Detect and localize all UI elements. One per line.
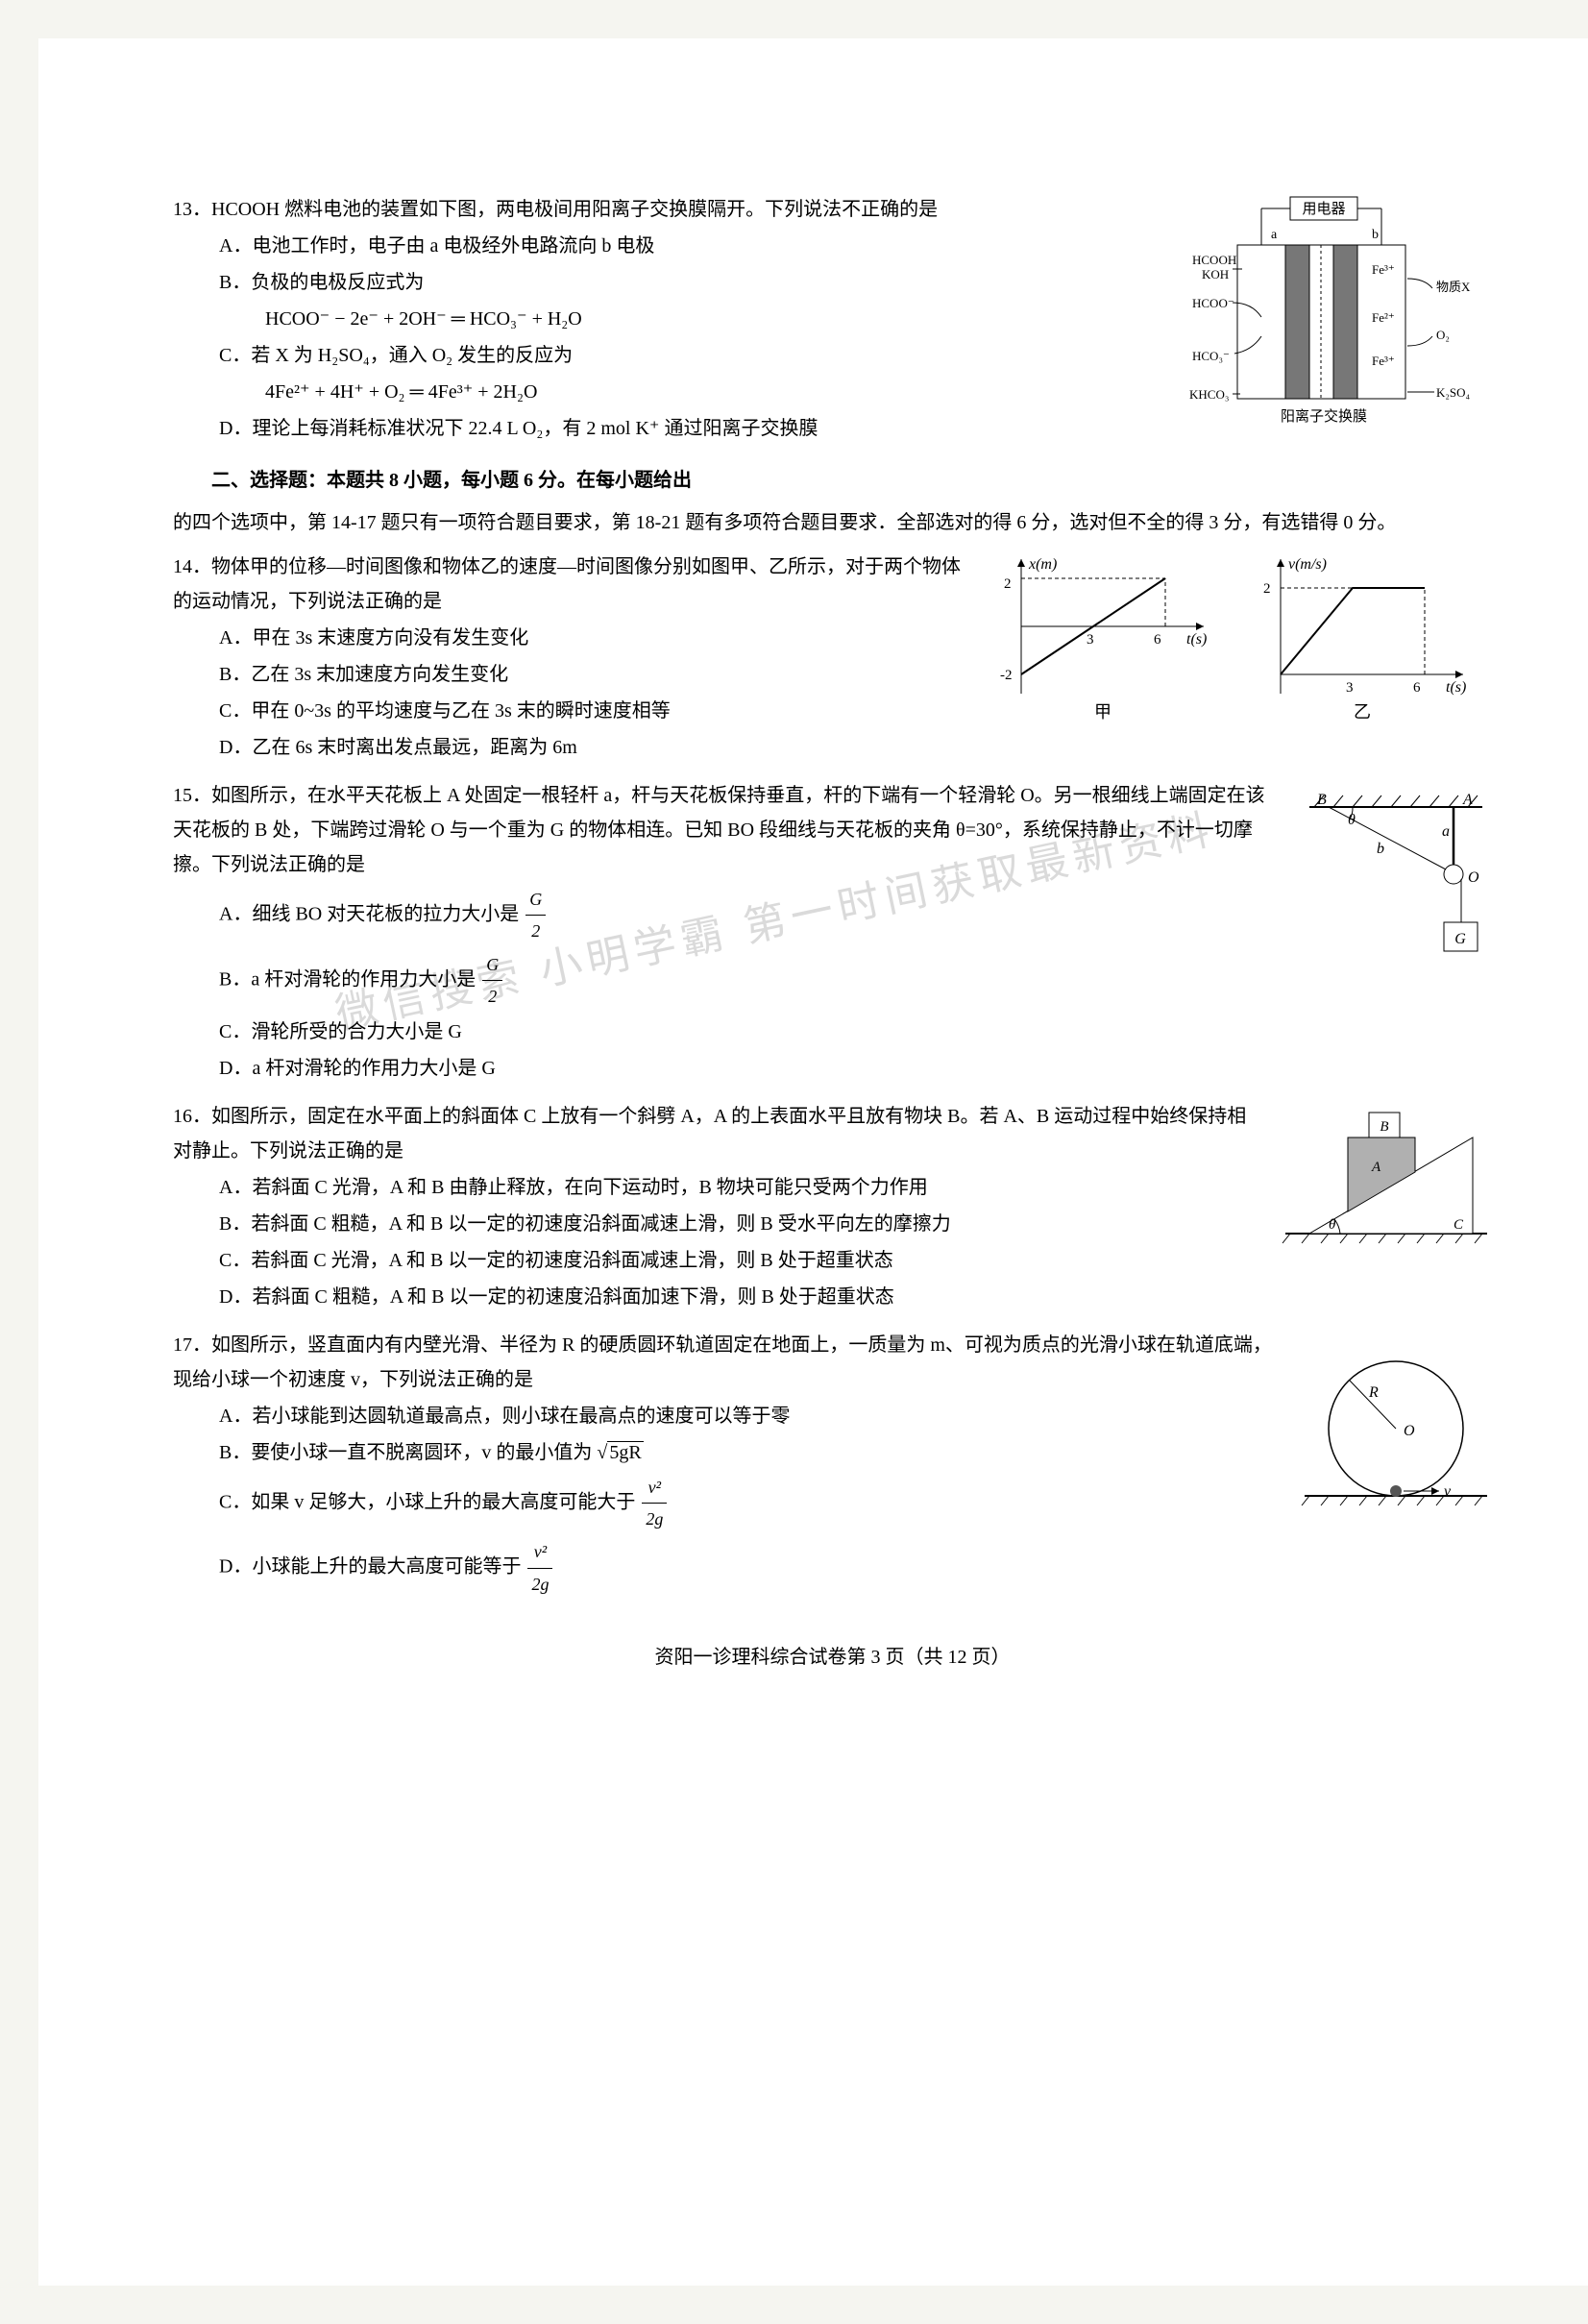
q17-number: 17． xyxy=(173,1334,211,1356)
label-khco3: KHCO₃ xyxy=(1189,387,1229,402)
q15-b-num: G xyxy=(482,949,502,981)
q14-number: 14． xyxy=(173,556,211,577)
q16-opt-d: D．若斜面 C 粗糙，A 和 B 以一定的初速度沿斜面加速下滑，则 B 处于超重… xyxy=(219,1280,1492,1314)
q17-O: O xyxy=(1404,1423,1415,1439)
section2-header: 二、选择题：本题共 8 小题，每小题 6 分。在每小题给出 xyxy=(173,463,1492,498)
q17-R: R xyxy=(1368,1384,1379,1401)
question-15: G B A a b O θ 15．如图所示，在水平天花板上 A 处固定一根轻杆 … xyxy=(173,778,1492,1088)
q14-right-caption: 乙 xyxy=(1354,702,1371,722)
svg-text:6: 6 xyxy=(1413,680,1421,696)
label-left-in-1: HCOOH xyxy=(1192,253,1236,267)
q17-d-num: v² xyxy=(527,1536,552,1568)
q14-right-ylabel: v(m/s) xyxy=(1288,556,1327,573)
question-16: B A C θ 16．如图所示，固定在水平面上的斜面体 C 上放有一个斜劈 A，… xyxy=(173,1099,1492,1316)
q13-figure: 用电器 a b HCOOH KOH HCOO⁻ HCO₃⁻ KHCO₃ xyxy=(1185,192,1492,442)
q13-stem: HCOOH 燃料电池的装置如下图，两电极间用阳离子交换膜隔开。下列说法不正确的是 xyxy=(211,199,938,220)
q17-d-den: 2g xyxy=(527,1569,552,1600)
svg-text:-2: -2 xyxy=(1000,668,1013,683)
q15-svg: G B A a b O θ xyxy=(1300,778,1492,970)
q15-O: O xyxy=(1468,869,1479,886)
q17-c-den: 2g xyxy=(642,1504,667,1534)
q15-a-den: 2 xyxy=(525,916,546,946)
label-left-in-2: KOH xyxy=(1202,267,1229,281)
question-13: 用电器 a b HCOOH KOH HCOO⁻ HCO₃⁻ KHCO₃ xyxy=(173,192,1492,452)
q15-figure: G B A a b O θ xyxy=(1300,778,1492,970)
q14-stem: 物体甲的位移—时间图像和物体乙的速度—时间图像分别如图甲、乙所示，对于两个物体的… xyxy=(173,556,961,612)
q16-number: 16． xyxy=(173,1106,211,1127)
svg-text:2: 2 xyxy=(1263,581,1271,597)
svg-text:6: 6 xyxy=(1154,632,1161,648)
label-k2so4: K₂SO₄ xyxy=(1436,385,1471,400)
q14-opt-d: D．乙在 6s 末时离出发点最远，距离为 6m xyxy=(219,730,1492,765)
q14-svg: x(m) t(s) 2 -2 3 6 甲 v(m/s xyxy=(992,550,1492,722)
q16-svg: B A C θ xyxy=(1281,1099,1492,1253)
q14-left-xlabel: t(s) xyxy=(1186,631,1207,648)
q14-left-caption: 甲 xyxy=(1094,702,1112,722)
q14-right-xlabel: t(s) xyxy=(1446,679,1466,696)
q15-b: b xyxy=(1377,841,1384,857)
label-b: b xyxy=(1372,228,1379,242)
label-a: a xyxy=(1271,228,1278,242)
q16-figure: B A C θ xyxy=(1281,1099,1492,1253)
section2-cont: 的四个选项中，第 14-17 题只有一项符合题目要求，第 18-21 题有多项符… xyxy=(173,505,1492,540)
q15-a-pre: A．细线 BO 对天花板的拉力大小是 xyxy=(219,903,519,924)
q15-b-den: 2 xyxy=(482,981,502,1012)
label-fe3b: Fe³⁺ xyxy=(1372,354,1395,368)
fuel-cell-svg: 用电器 a b HCOOH KOH HCOO⁻ HCO₃⁻ KHCO₃ xyxy=(1185,192,1492,442)
label-fe2: Fe²⁺ xyxy=(1372,310,1395,325)
q15-B: B xyxy=(1317,792,1327,808)
q15-a-num: G xyxy=(525,884,546,916)
q17-svg: R O v xyxy=(1300,1328,1492,1520)
q17-opt-d: D．小球能上升的最大高度可能等于 v²2g xyxy=(219,1536,1492,1600)
q15-A: A xyxy=(1462,792,1473,808)
label-o2: O₂ xyxy=(1436,328,1450,342)
q17-c-pre: C．如果 v 足够大，小球上升的最大高度可能大于 xyxy=(219,1491,635,1512)
q13-number: 13． xyxy=(173,199,211,220)
svg-text:2: 2 xyxy=(1004,576,1012,592)
q17-d-pre: D．小球能上升的最大高度可能等于 xyxy=(219,1556,521,1578)
q17-b-sqrt: √5gR xyxy=(597,1441,643,1463)
q15-number: 15． xyxy=(173,785,211,806)
q17-stem: 如图所示，竖直面内有内壁光滑、半径为 R 的硬质圆环轨道固定在地面上，一质量为 … xyxy=(173,1334,1272,1390)
q17-b-pre: B．要使小球一直不脱离圆环，v 的最小值为 xyxy=(219,1442,597,1463)
q15-opt-d: D．a 杆对滑轮的作用力大小是 G xyxy=(219,1051,1492,1086)
label-appliance: 用电器 xyxy=(1302,201,1345,217)
q17-figure: R O v xyxy=(1300,1328,1492,1520)
label-wuzhi: 物质X xyxy=(1436,280,1471,294)
q15-b-pre: B．a 杆对滑轮的作用力大小是 xyxy=(219,968,476,990)
q15-stem: 如图所示，在水平天花板上 A 处固定一根轻杆 a，杆与天花板保持垂直，杆的下端有… xyxy=(173,785,1265,875)
svg-text:3: 3 xyxy=(1087,632,1094,648)
label-hco3: HCO₃⁻ xyxy=(1192,349,1230,363)
q15-opt-c: C．滑轮所受的合力大小是 G xyxy=(219,1015,1492,1049)
label-membrane: 阳离子交换膜 xyxy=(1281,407,1367,425)
q17-v: v xyxy=(1444,1483,1452,1500)
q17-c-num: v² xyxy=(642,1472,667,1504)
exam-page: 微信搜索 小明学霸 第一时间获取最新资料 用电器 a b HCOOH KOH H… xyxy=(38,38,1588,2286)
q14-left-ylabel: x(m) xyxy=(1028,556,1057,573)
page-footer: 资阳一诊理科综合试卷第 3 页（共 12 页） xyxy=(173,1640,1492,1675)
question-17: R O v 17．如图所示，竖直面内有内壁光滑、半径为 R 的硬质圆环轨道固定在… xyxy=(173,1328,1492,1602)
q16-B: B xyxy=(1380,1119,1388,1135)
q15-a: a xyxy=(1442,823,1450,840)
q15-G: G xyxy=(1454,931,1466,947)
q16-A: A xyxy=(1371,1160,1381,1175)
svg-text:3: 3 xyxy=(1346,680,1354,696)
q16-C: C xyxy=(1454,1217,1464,1233)
question-14: x(m) t(s) 2 -2 3 6 甲 v(m/s xyxy=(173,550,1492,767)
q16-stem: 如图所示，固定在水平面上的斜面体 C 上放有一个斜劈 A，A 的上表面水平且放有… xyxy=(173,1106,1246,1162)
q14-figure: x(m) t(s) 2 -2 3 6 甲 v(m/s xyxy=(992,550,1492,722)
label-fe3a: Fe³⁺ xyxy=(1372,262,1395,277)
label-hcoo: HCOO⁻ xyxy=(1192,296,1234,310)
